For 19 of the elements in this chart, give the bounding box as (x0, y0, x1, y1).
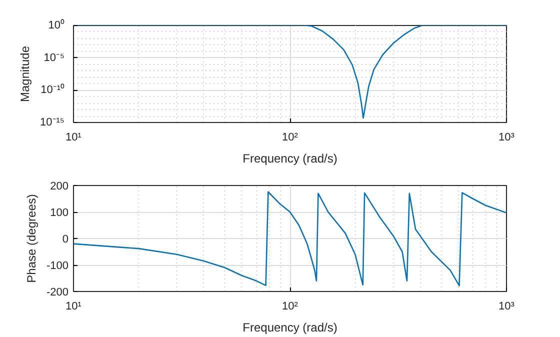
y-tick-label: -100 (46, 260, 69, 272)
x-tick-label: 10¹ (66, 132, 82, 144)
y-tick-label: 0 (62, 234, 69, 246)
y-tick-label: 200 (50, 180, 69, 192)
x-axis-title: Frequency (rad/s) (242, 152, 338, 166)
x-tick-label: 10³ (498, 132, 515, 144)
y-axis-title: Phase (degrees) (24, 194, 38, 283)
x-tick-label: 10¹ (66, 300, 82, 312)
y-tick-label: 10⁻⁵ (44, 52, 64, 64)
x-tick-label: 10² (282, 132, 298, 144)
x-tick-label: 10³ (498, 300, 515, 312)
y-tick-label: 10⁻¹⁵ (40, 116, 65, 128)
y-axis-title: Magnitude (18, 46, 32, 102)
x-axis-title: Frequency (rad/s) (242, 320, 338, 334)
y-tick-label: -200 (46, 286, 69, 298)
y-tick-label: 10⁻¹⁰ (40, 83, 65, 96)
y-tick-label: 100 (50, 207, 69, 219)
x-tick-label: 10² (282, 300, 298, 312)
y-tick-label: 10⁰ (48, 18, 65, 32)
